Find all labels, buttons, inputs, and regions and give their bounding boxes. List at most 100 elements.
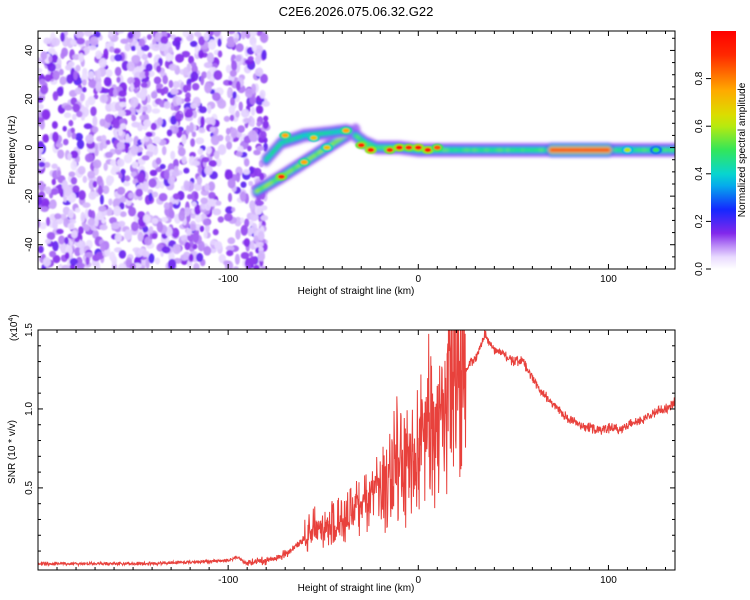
noise-blob [50, 188, 59, 195]
noise-blob [181, 155, 187, 165]
noise-blob [194, 213, 202, 223]
noise-blob [161, 246, 171, 254]
noise-blob [52, 255, 61, 264]
noise-blob [136, 91, 145, 99]
noise-blob [142, 214, 151, 224]
noise-blob [71, 132, 77, 140]
noise-blob [192, 110, 197, 119]
y-tick-label: 1.5 [24, 323, 35, 337]
noise-blob [44, 74, 52, 82]
noise-blob [168, 46, 173, 54]
noise-blob [225, 245, 235, 252]
noise-blob [227, 88, 232, 99]
noise-blob [98, 57, 107, 68]
noise-blob [217, 134, 224, 142]
noise-blob [116, 76, 121, 83]
noise-blob [113, 88, 118, 98]
track-2-mark [490, 148, 495, 152]
noise-blob [185, 228, 192, 236]
noise-blob [116, 141, 126, 151]
noise-blob [248, 130, 258, 141]
noise-blob [119, 202, 125, 210]
noise-blob [152, 191, 159, 198]
noise-blob [124, 229, 133, 241]
noise-blob [59, 76, 67, 86]
noise-blob [214, 241, 223, 250]
noise-blob [206, 70, 212, 80]
noise-blob [259, 89, 266, 99]
noise-blob [250, 117, 255, 128]
noise-blob [192, 231, 200, 243]
noise-blob [85, 134, 94, 144]
noise-blob [209, 126, 216, 133]
noise-blob [193, 262, 200, 269]
noise-blob [40, 84, 49, 95]
noise-blob [250, 106, 256, 116]
noise-blob [198, 49, 204, 59]
peak-core [405, 145, 413, 150]
snr-x-axis-label: Height of straight line (km) [298, 583, 415, 594]
noise-blob [88, 179, 95, 190]
noise-blob [108, 198, 113, 206]
noise-blob [240, 224, 248, 236]
noise-blob [64, 252, 70, 260]
noise-blob [183, 180, 191, 191]
noise-blob [204, 183, 210, 192]
noise-blob [84, 153, 94, 163]
noise-blob [137, 172, 145, 183]
noise-blob [68, 171, 76, 177]
noise-blob [243, 158, 250, 167]
noise-blob [141, 155, 150, 161]
noise-blob [190, 61, 197, 68]
noise-blob [77, 240, 83, 249]
noise-blob [218, 254, 226, 264]
noise-blob [152, 136, 161, 144]
noise-blob [128, 206, 137, 217]
noise-blob [58, 235, 66, 245]
colorbar-tick-label: 0.4 [694, 166, 705, 180]
noise-blob [247, 145, 252, 152]
peak-core [342, 128, 350, 133]
noise-blob [249, 212, 259, 222]
noise-blob [203, 231, 208, 239]
noise-blob [89, 36, 99, 46]
noise-blob [249, 31, 258, 37]
noise-blob [160, 216, 169, 223]
noise-blob [208, 39, 217, 50]
noise-blob [131, 121, 140, 128]
noise-blob [228, 105, 236, 115]
noise-blob [88, 191, 97, 200]
noise-blob [175, 40, 181, 51]
noise-blob [105, 113, 113, 123]
noise-blob [233, 37, 239, 44]
noise-blob [145, 63, 153, 72]
noise-blob [48, 47, 56, 55]
noise-blob [70, 127, 75, 134]
noise-blob [185, 92, 191, 100]
noise-blob [68, 209, 74, 219]
track-2-mark [672, 148, 675, 152]
noise-blob [170, 88, 179, 95]
noise-blob [72, 103, 81, 113]
noise-blob [70, 177, 78, 185]
noise-blob [223, 115, 231, 122]
track-2-mark [518, 148, 523, 152]
noise-blob [138, 38, 146, 47]
noise-blob [105, 175, 113, 187]
noise-blob [230, 96, 236, 107]
noise-blob [131, 161, 139, 169]
track-2-mark [511, 148, 517, 152]
noise-blob [113, 48, 121, 54]
noise-blob [163, 169, 170, 180]
noise-blob [54, 213, 62, 220]
track-2-mark [505, 148, 511, 152]
noise-blob [63, 31, 68, 37]
noise-blob [38, 218, 41, 229]
noise-blob [167, 175, 176, 185]
noise-blob [171, 170, 180, 177]
track-2-mark [533, 148, 538, 152]
noise-blob [67, 222, 75, 230]
figure-title: C2E6.2026.075.06.32.G22 [279, 4, 434, 19]
noise-blob [162, 86, 169, 95]
